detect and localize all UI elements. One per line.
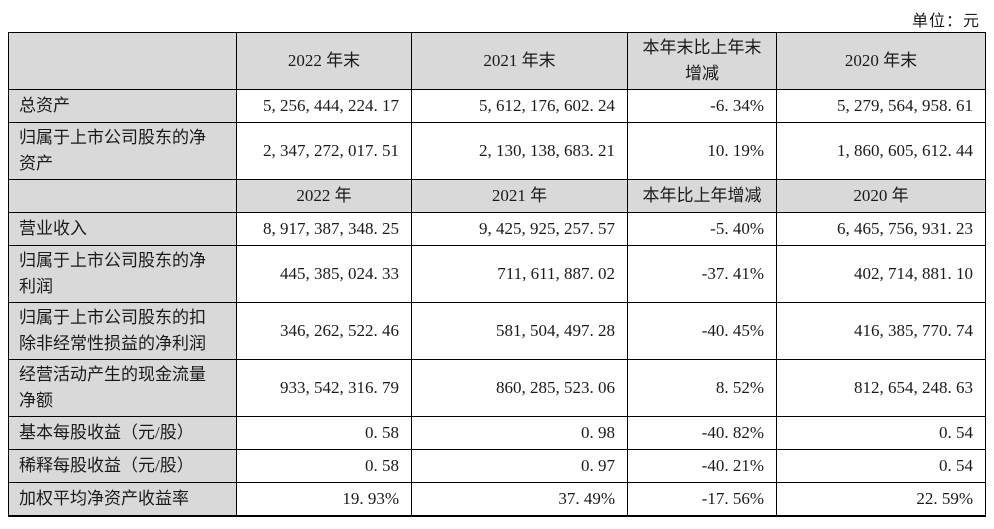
- cell-value-change: 10. 19%: [627, 122, 777, 180]
- cell-value-2020: 22. 59%: [776, 482, 986, 516]
- row-net-profit-attributable: 归属于上市公司股东的净利润 445, 385, 024. 33 711, 611…: [8, 245, 986, 303]
- cell-value-change: -17. 56%: [627, 482, 777, 516]
- cell-value-2022: 0. 58: [236, 416, 412, 450]
- row-label: 基本每股收益（元/股）: [8, 416, 237, 450]
- cell-value-2021: 9, 425, 925, 257. 57: [411, 212, 628, 246]
- cell-value-2021: 5, 612, 176, 602. 24: [411, 89, 628, 123]
- cell-value-change: -40. 45%: [627, 302, 777, 360]
- cell-value-2021: 581, 504, 497. 28: [411, 302, 628, 360]
- cell-value-2022: 2, 347, 272, 017. 51: [236, 122, 412, 180]
- cell-value-change: 8. 52%: [627, 359, 777, 417]
- cell-value-2020: 416, 385, 770. 74: [776, 302, 986, 360]
- cell-value-change: -5. 40%: [627, 212, 777, 246]
- cell-value-2021: 711, 611, 887. 02: [411, 245, 628, 303]
- header-row-yearend: 2022 年末 2021 年末 本年末比上年末增减 2020 年末: [8, 32, 986, 90]
- cell-value-change: -6. 34%: [627, 89, 777, 123]
- cell-value-2022: 5, 256, 444, 224. 17: [236, 89, 412, 123]
- col-header-blank: [8, 32, 237, 90]
- cell-value-2021: 37. 49%: [411, 482, 628, 516]
- row-basic-eps: 基本每股收益（元/股） 0. 58 0. 98 -40. 82% 0. 54: [8, 416, 986, 450]
- col-header-2021-year: 2021 年: [411, 179, 628, 213]
- col-header-2020-yearend: 2020 年末: [776, 32, 986, 90]
- cell-value-2022: 445, 385, 024. 33: [236, 245, 412, 303]
- row-label: 营业收入: [8, 212, 237, 246]
- row-operating-cash-flow: 经营活动产生的现金流量净额 933, 542, 316. 79 860, 285…: [8, 359, 986, 417]
- row-net-profit-excl-nonrecurring: 归属于上市公司股东的扣除非经常性损益的净利润 346, 262, 522. 46…: [8, 302, 986, 360]
- cell-value-2021: 860, 285, 523. 06: [411, 359, 628, 417]
- col-header-yoy-change-yearend: 本年末比上年末增减: [627, 32, 777, 90]
- col-header-yoy-change-year: 本年比上年增减: [627, 179, 777, 213]
- cell-value-change: -40. 82%: [627, 416, 777, 450]
- col-header-2020-year: 2020 年: [776, 179, 986, 213]
- row-label: 归属于上市公司股东的扣除非经常性损益的净利润: [8, 302, 237, 360]
- col-header-2022-year: 2022 年: [236, 179, 412, 213]
- cell-value-2022: 346, 262, 522. 46: [236, 302, 412, 360]
- row-operating-revenue: 营业收入 8, 917, 387, 348. 25 9, 425, 925, 2…: [8, 212, 986, 246]
- cell-value-change: -37. 41%: [627, 245, 777, 303]
- cell-value-2022: 19. 93%: [236, 482, 412, 516]
- col-header-2022-yearend: 2022 年末: [236, 32, 412, 90]
- row-label: 归属于上市公司股东的净利润: [8, 245, 237, 303]
- cell-value-2020: 402, 714, 881. 10: [776, 245, 986, 303]
- financial-summary-table: 2022 年末 2021 年末 本年末比上年末增减 2020 年末 总资产 5,…: [8, 32, 986, 517]
- cell-value-2020: 812, 654, 248. 63: [776, 359, 986, 417]
- cell-value-change: -40. 21%: [627, 449, 777, 483]
- row-net-assets-attributable: 归属于上市公司股东的净资产 2, 347, 272, 017. 51 2, 13…: [8, 122, 986, 180]
- cell-value-2022: 8, 917, 387, 348. 25: [236, 212, 412, 246]
- cell-value-2021: 0. 98: [411, 416, 628, 450]
- unit-label: 单位：元: [911, 13, 980, 30]
- row-label: 稀释每股收益（元/股）: [8, 449, 237, 483]
- cell-value-2022: 933, 542, 316. 79: [236, 359, 412, 417]
- row-diluted-eps: 稀释每股收益（元/股） 0. 58 0. 97 -40. 21% 0. 54: [8, 449, 986, 483]
- row-label: 加权平均净资产收益率: [8, 482, 237, 516]
- col-header-2021-yearend: 2021 年末: [411, 32, 628, 90]
- cell-value-2020: 1, 860, 605, 612. 44: [776, 122, 986, 180]
- cell-value-2020: 0. 54: [776, 449, 986, 483]
- cell-value-2020: 6, 465, 756, 931. 23: [776, 212, 986, 246]
- row-label: 经营活动产生的现金流量净额: [8, 359, 237, 417]
- header-row-annual: 2022 年 2021 年 本年比上年增减 2020 年: [8, 179, 986, 213]
- cell-value-2022: 0. 58: [236, 449, 412, 483]
- cell-value-2020: 0. 54: [776, 416, 986, 450]
- col-header-blank: [8, 179, 237, 213]
- cell-value-2021: 0. 97: [411, 449, 628, 483]
- cell-value-2020: 5, 279, 564, 958. 61: [776, 89, 986, 123]
- row-total-assets: 总资产 5, 256, 444, 224. 17 5, 612, 176, 60…: [8, 89, 986, 123]
- row-label: 归属于上市公司股东的净资产: [8, 122, 237, 180]
- row-label: 总资产: [8, 89, 237, 123]
- cell-value-2021: 2, 130, 138, 683. 21: [411, 122, 628, 180]
- row-weighted-avg-roe: 加权平均净资产收益率 19. 93% 37. 49% -17. 56% 22. …: [8, 482, 986, 516]
